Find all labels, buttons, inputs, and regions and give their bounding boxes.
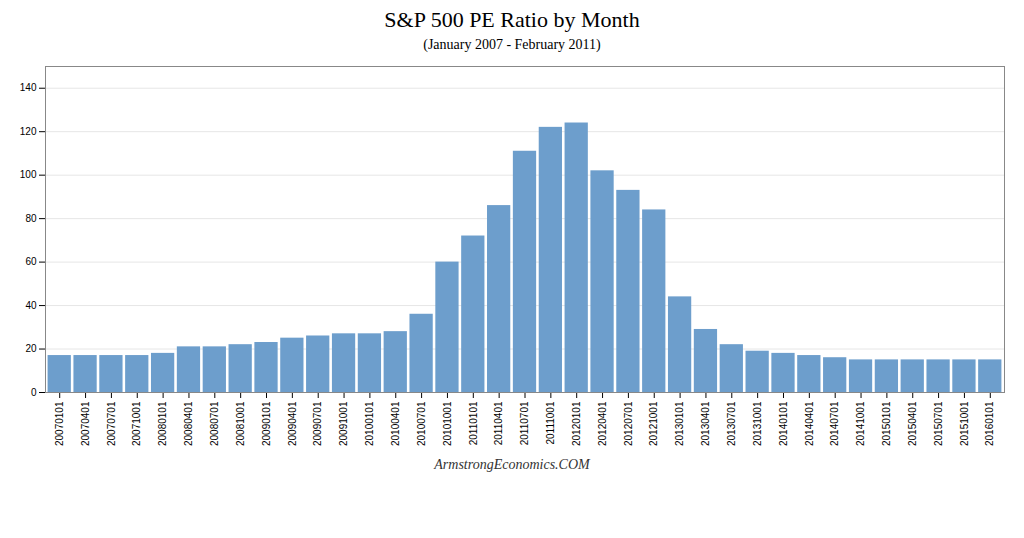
svg-text:20080101: 20080101: [157, 401, 168, 446]
svg-text:80: 80: [25, 213, 37, 224]
svg-text:20100701: 20100701: [416, 401, 427, 446]
svg-text:20150701: 20150701: [933, 401, 944, 446]
svg-text:20070101: 20070101: [54, 401, 65, 446]
svg-text:20150401: 20150401: [907, 401, 918, 446]
svg-text:20090101: 20090101: [261, 401, 272, 446]
svg-text:20: 20: [25, 343, 37, 354]
svg-text:20071001: 20071001: [131, 401, 142, 446]
svg-text:20121001: 20121001: [648, 401, 659, 446]
svg-text:20101001: 20101001: [442, 401, 453, 446]
svg-text:20091001: 20091001: [338, 401, 349, 446]
svg-text:20070701: 20070701: [106, 401, 117, 446]
svg-text:20100101: 20100101: [364, 401, 375, 446]
svg-text:20151001: 20151001: [959, 401, 970, 446]
svg-text:20150101: 20150101: [881, 401, 892, 446]
svg-text:20110401: 20110401: [493, 401, 504, 445]
svg-text:20130101: 20130101: [674, 401, 685, 446]
svg-text:20100401: 20100401: [390, 401, 401, 446]
svg-text:20130701: 20130701: [726, 401, 737, 446]
svg-text:0: 0: [31, 387, 37, 398]
svg-text:20120101: 20120101: [571, 401, 582, 446]
svg-text:20070401: 20070401: [80, 401, 91, 446]
html-text:ArmstrongEconomics.COM: ArmstrongEconomics.COM: [434, 457, 590, 472]
svg-text:140: 140: [20, 82, 37, 93]
svg-text:120: 120: [20, 126, 37, 137]
svg-text:100: 100: [20, 169, 37, 180]
svg-text:20090401: 20090401: [287, 401, 298, 446]
svg-text:20110701: 20110701: [519, 401, 530, 445]
svg-text:20131001: 20131001: [752, 401, 763, 446]
html-text:S&P 500 PE Ratio by Month: S&P 500 PE Ratio by Month: [384, 7, 640, 32]
svg-text:20090701: 20090701: [312, 401, 323, 446]
svg-text:20111001: 20111001: [545, 401, 556, 444]
svg-text:20140701: 20140701: [829, 401, 840, 446]
svg-text:20110101: 20110101: [468, 401, 479, 445]
svg-text:20120401: 20120401: [597, 401, 608, 446]
svg-text:20080701: 20080701: [209, 401, 220, 446]
svg-text:40: 40: [25, 300, 37, 311]
svg-text:20080401: 20080401: [183, 401, 194, 446]
svg-text:20160101: 20160101: [984, 401, 995, 446]
svg-text:20140101: 20140101: [778, 401, 789, 446]
svg-text:60: 60: [25, 256, 37, 267]
svg-text:20141001: 20141001: [855, 401, 866, 446]
svg-text:20130401: 20130401: [700, 401, 711, 446]
svg-text:20120701: 20120701: [623, 401, 634, 446]
svg-text:20081001: 20081001: [235, 401, 246, 446]
svg-text:20140401: 20140401: [804, 401, 815, 446]
html-text:(January 2007 - February 2011): (January 2007 - February 2011): [423, 37, 601, 52]
